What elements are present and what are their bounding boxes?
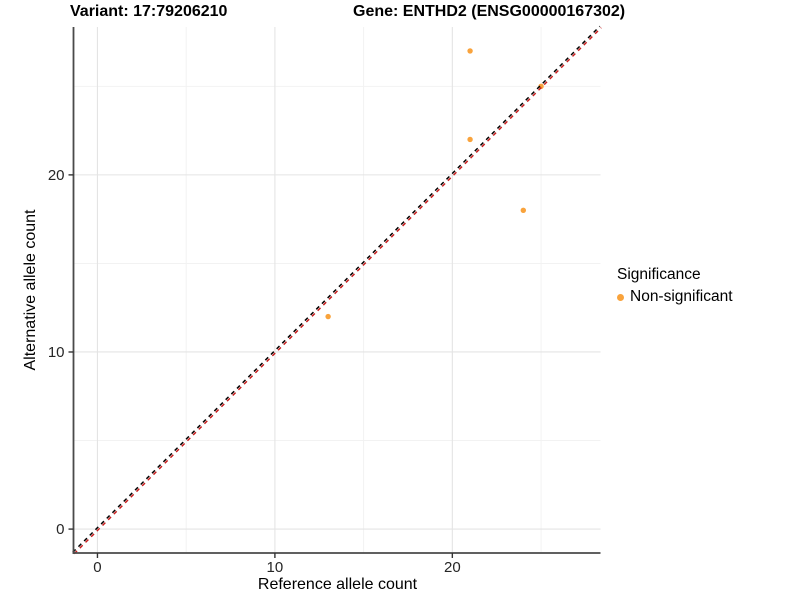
x-axis-title: Reference allele count xyxy=(257,576,418,593)
data-point xyxy=(467,48,473,54)
variant-title: Variant: 17:79206210 xyxy=(70,3,228,20)
x-tick-label: 0 xyxy=(93,559,101,576)
non-significant-point-icon xyxy=(617,293,624,301)
y-tick-label: 0 xyxy=(56,521,64,538)
x-tick-label: 20 xyxy=(444,559,461,576)
x-tick-label: 10 xyxy=(267,559,284,576)
data-point xyxy=(325,313,331,320)
y-axis-title: Alternative allele count xyxy=(22,209,39,371)
data-point xyxy=(467,136,473,143)
y-tick-label: 10 xyxy=(48,344,65,361)
data-point xyxy=(538,83,544,90)
legend-item-non-significant: Non-significant xyxy=(617,288,733,306)
identity-line-black xyxy=(72,25,601,553)
data-point xyxy=(520,207,527,214)
legend-item-label: Non-significant xyxy=(630,288,733,305)
legend-title: Significance xyxy=(617,266,701,283)
identity-line-red xyxy=(73,27,602,555)
legend: Significance Non-significant xyxy=(617,266,733,306)
y-tick-label: 20 xyxy=(48,167,65,184)
gene-title: Gene: ENTHD2 (ENSG00000167302) xyxy=(353,3,626,20)
